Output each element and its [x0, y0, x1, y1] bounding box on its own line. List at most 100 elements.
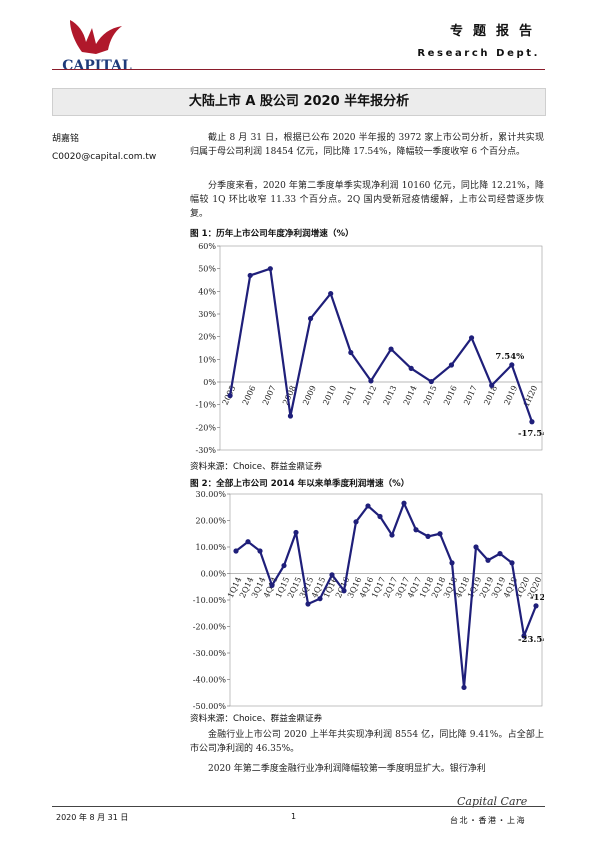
author-name: 胡嘉铭 — [52, 134, 80, 144]
data-point — [428, 378, 434, 385]
footer-cities: 台北・香港・上海 — [450, 816, 526, 825]
data-point — [329, 572, 335, 578]
y-tick-label: 0.00% — [201, 570, 227, 579]
data-point — [227, 393, 233, 399]
series-line — [228, 267, 533, 423]
data-point — [245, 539, 251, 545]
report-type: 专题报告 — [449, 24, 542, 39]
data-point — [509, 560, 515, 566]
x-tick-label: 2015 — [422, 384, 439, 406]
data-point — [269, 582, 275, 589]
y-tick-label: 60% — [198, 242, 216, 251]
capital-care-logo: Capital Care — [457, 795, 528, 808]
x-tick-label: 2016 — [442, 384, 459, 406]
paragraph-3: 金融行业上市公司 2020 上半年共实现净利润 8554 亿，同比降 9.41%… — [190, 730, 544, 754]
data-point — [408, 365, 414, 371]
data-point — [473, 544, 479, 550]
data-point — [437, 531, 443, 537]
data-point — [257, 548, 263, 554]
x-tick-label: 1H20 — [522, 384, 540, 408]
x-tick-label: 2012 — [362, 384, 379, 406]
logo-text: CAPITAL — [62, 58, 132, 74]
data-point — [317, 596, 323, 602]
data-point — [353, 519, 359, 525]
data-point — [307, 315, 314, 322]
paragraph-4: 2020 年第二季度金融行业净利润降幅较第一季度明显扩大。银行净利 — [208, 764, 486, 774]
data-point — [468, 335, 475, 341]
y-tick-label: 20% — [198, 333, 216, 342]
y-tick-label: -20% — [196, 423, 217, 432]
capital-logo: CAPITAL — [62, 20, 132, 74]
x-tick-label: 2017 — [462, 384, 479, 406]
y-tick-label: 20.00% — [195, 517, 226, 526]
data-point — [348, 349, 354, 356]
data-point — [413, 527, 419, 533]
data-label: -23.54% — [518, 635, 544, 645]
x-tick-label: 2014 — [402, 384, 419, 406]
footer-rule — [52, 806, 545, 807]
y-tick-label: 30% — [198, 310, 216, 319]
y-tick-label: -40.00% — [193, 676, 227, 685]
y-tick-label: -10.00% — [193, 596, 227, 605]
y-tick-label: 40% — [198, 287, 216, 296]
series-line — [235, 502, 538, 689]
figure-2-title: 图 2：全部上市公司 2014 年以来单季度利润增速（%） — [190, 479, 410, 489]
report-title: 大陆上市 A 股公司 2020 半年报分析 — [52, 88, 546, 116]
data-point — [521, 633, 527, 639]
data-point — [485, 557, 491, 563]
research-dept: Research Dept. — [417, 48, 540, 59]
data-point — [497, 551, 503, 557]
data-point — [287, 413, 294, 419]
data-point — [368, 378, 374, 384]
x-tick-label: 2009 — [301, 384, 318, 406]
x-tick-label: 2007 — [261, 384, 278, 406]
data-point — [341, 588, 347, 594]
data-label: -17.54% — [518, 429, 544, 439]
y-tick-label: -20.00% — [193, 623, 227, 632]
data-point — [401, 500, 407, 506]
data-point — [448, 362, 455, 368]
data-point — [305, 601, 311, 607]
y-tick-label: 10.00% — [195, 543, 226, 552]
paragraph-2: 分季度来看，2020 年第二季度单季实现净利润 10160 亿元，同比降 12.… — [190, 181, 544, 219]
page-number: 1 — [291, 812, 297, 821]
data-point — [489, 382, 495, 388]
data-point — [529, 419, 535, 425]
paragraph-1: 截止 8 月 31 日，根据已公布 2020 半年报的 3972 家上市公司分析… — [190, 133, 544, 157]
header-rule — [52, 69, 545, 70]
brand-text: Capital Care — [457, 795, 528, 808]
data-point — [267, 266, 273, 272]
data-point — [233, 548, 239, 554]
y-tick-label: 10% — [198, 355, 216, 364]
y-tick-label: 0% — [203, 378, 216, 387]
data-point — [461, 684, 467, 691]
figure-1-source: 资料来源：Choice、群益金鼎证券 — [190, 462, 323, 472]
plot-frame — [219, 245, 543, 451]
data-point — [533, 603, 539, 609]
quarterly-profit-growth-chart: -50.00% -40.00% -30.00% -20.00% -10.00% 0.00%… — [193, 490, 544, 710]
y-tick-label: 50% — [198, 265, 216, 274]
data-point — [328, 291, 334, 297]
x-tick-label: 2013 — [382, 384, 399, 406]
data-point — [377, 513, 383, 520]
data-point — [293, 529, 299, 536]
footer-date: 2020 年 8 月 31 日 — [56, 813, 129, 822]
data-point — [449, 560, 455, 566]
figure-1-title: 图 1：历年上市公司年度净利润增速（%） — [190, 229, 354, 239]
annual-profit-growth-chart: -30%-20%-10%0%10%20%30%40%50%60%20052006… — [196, 242, 544, 455]
data-label: -12.21% — [530, 593, 544, 603]
y-tick-label: -10% — [196, 401, 217, 410]
author-email[interactable]: C0020@capital.com.tw — [52, 152, 157, 162]
x-tick-label: 2010 — [321, 384, 338, 406]
y-tick-label: -30.00% — [193, 649, 227, 658]
data-label: 7.54% — [495, 352, 524, 362]
data-point — [509, 362, 515, 368]
y-tick-label: -50.00% — [193, 702, 227, 710]
data-point — [281, 562, 287, 569]
x-tick-label: 2006 — [241, 384, 258, 406]
y-tick-label: 30.00% — [195, 490, 226, 499]
data-point — [389, 532, 395, 538]
data-point — [388, 346, 394, 352]
figure-2-source: 资料来源：Choice、群益金鼎证券 — [190, 714, 323, 724]
x-tick-label: 2011 — [341, 384, 358, 406]
